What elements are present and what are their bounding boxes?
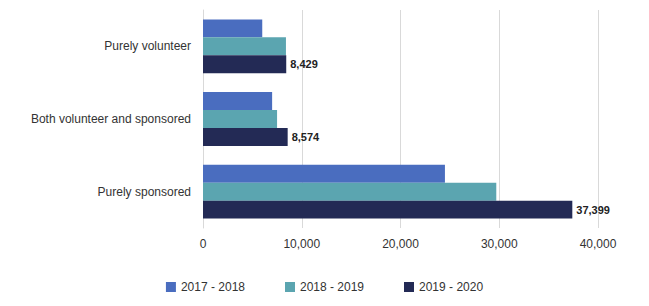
svg-text:Purely volunteer: Purely volunteer <box>104 39 191 53</box>
svg-text:0: 0 <box>200 237 207 251</box>
svg-text:8,574: 8,574 <box>292 131 320 143</box>
svg-text:40,000: 40,000 <box>580 237 617 251</box>
svg-text:2019 - 2020: 2019 - 2020 <box>419 280 483 294</box>
svg-text:30,000: 30,000 <box>481 237 518 251</box>
svg-text:2018 - 2019: 2018 - 2019 <box>300 280 364 294</box>
svg-text:10,000: 10,000 <box>283 237 320 251</box>
svg-text:Purely sponsored: Purely sponsored <box>98 185 191 199</box>
svg-text:Both volunteer and sponsored: Both volunteer and sponsored <box>31 112 191 126</box>
svg-text:37,399: 37,399 <box>576 204 610 216</box>
svg-text:2017 - 2018: 2017 - 2018 <box>181 280 245 294</box>
svg-text:8,429: 8,429 <box>290 58 318 70</box>
svg-text:20,000: 20,000 <box>382 237 419 251</box>
